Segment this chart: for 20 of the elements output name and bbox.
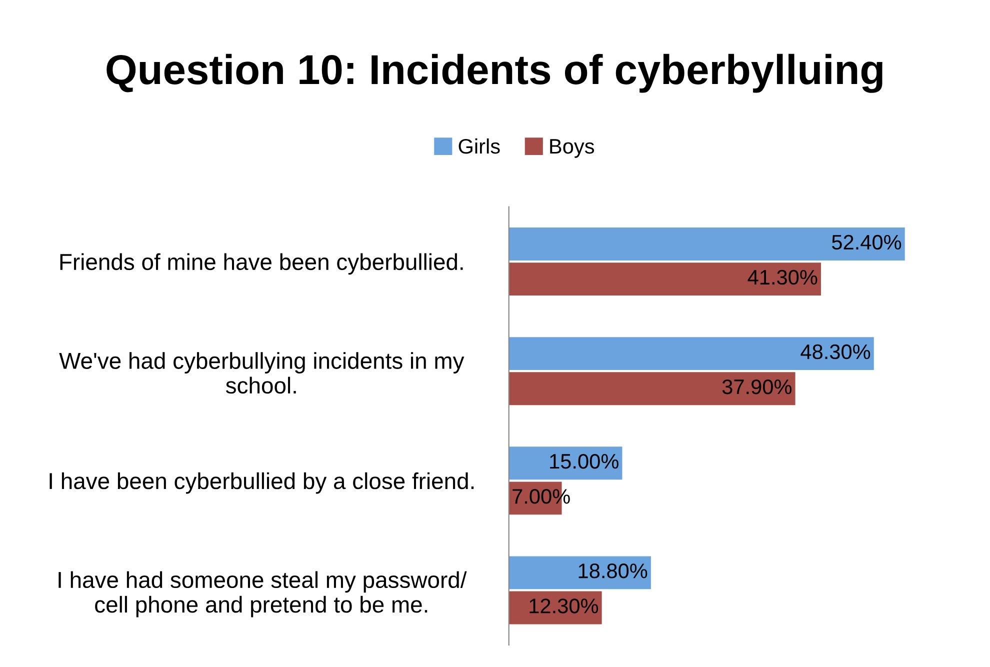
bar xyxy=(508,228,905,260)
legend-label: Girls xyxy=(458,138,500,154)
bar xyxy=(508,337,874,370)
y-tick-label: I have had someone steal my password/ cell phone and pretend to be me. xyxy=(58,571,467,618)
bar xyxy=(508,262,821,296)
chart-title: Question 10: Incidents of cyberbylluing xyxy=(106,54,882,93)
y-tick-label: Friends of mine have been cyberbullied. xyxy=(60,253,463,275)
bar xyxy=(508,556,651,590)
data-label: 12.30% xyxy=(530,598,598,614)
data-label: 41.30% xyxy=(748,270,818,285)
y-tick-label: We've had cyberbullying incidents in my school. xyxy=(59,352,464,394)
data-label: 52.40% xyxy=(832,234,902,250)
data-label: 15.00% xyxy=(550,454,618,469)
bar xyxy=(508,372,796,406)
data-label: 18.80% xyxy=(578,564,648,578)
y-tick-label: I have been cyberbullied by a close friend. xyxy=(50,472,474,494)
data-label: 37.90% xyxy=(722,379,792,394)
bar xyxy=(508,446,622,480)
data-label: 48.30% xyxy=(800,344,870,360)
legend-label: Boys xyxy=(550,139,594,158)
